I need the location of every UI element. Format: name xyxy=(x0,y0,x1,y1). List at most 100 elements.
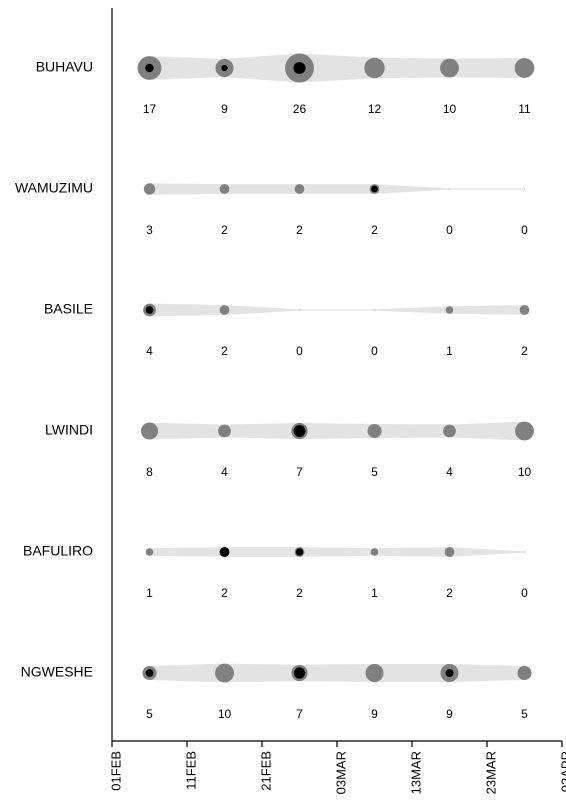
band-segment xyxy=(300,547,375,557)
x-tick-label: 02APR xyxy=(558,751,566,792)
data-label: 4 xyxy=(221,465,228,479)
band-segment xyxy=(300,423,375,439)
data-label: 1 xyxy=(371,586,378,600)
row-label: BAFULIRO xyxy=(23,543,93,559)
bubble-point xyxy=(374,309,375,310)
band-segment xyxy=(225,305,300,315)
band-segment xyxy=(375,58,450,78)
bubble-point xyxy=(141,422,158,439)
bubble-point xyxy=(446,306,454,314)
data-label: 5 xyxy=(521,707,528,721)
bubble-point xyxy=(144,183,155,194)
bubble-inner-dot xyxy=(220,547,230,557)
data-label: 0 xyxy=(521,223,528,237)
bubble-point xyxy=(440,59,459,78)
bubble-point xyxy=(364,58,384,78)
data-label: 1 xyxy=(446,344,453,358)
band-segment xyxy=(450,58,525,78)
bubble-point xyxy=(367,424,381,438)
bubble-inner-dot xyxy=(294,667,305,678)
data-label: 0 xyxy=(371,344,378,358)
row-label: WAMUZIMU xyxy=(15,180,93,196)
bands-layer xyxy=(150,54,525,683)
data-label: 2 xyxy=(221,586,228,600)
x-tick-label: 03MAR xyxy=(333,751,348,794)
band-segment xyxy=(150,304,225,317)
data-label: 7 xyxy=(296,465,303,479)
band-segment xyxy=(375,184,450,194)
bubble-point xyxy=(146,548,154,556)
band-segment xyxy=(450,188,525,189)
data-label: 2 xyxy=(521,344,528,358)
band-segment xyxy=(450,547,525,557)
bubble-point xyxy=(443,425,456,438)
bubble-point xyxy=(220,184,230,194)
x-tick-label: 01FEB xyxy=(108,751,123,791)
band-segment xyxy=(150,664,225,683)
bubble-inner-dot xyxy=(371,186,378,193)
band-segment xyxy=(225,547,300,557)
bubble-inner-dot xyxy=(445,669,453,677)
bubble-inner-dot xyxy=(294,62,306,74)
data-label: 26 xyxy=(293,102,307,116)
bubble-point xyxy=(218,425,231,438)
band-segment xyxy=(300,309,375,310)
x-tick-label: 23MAR xyxy=(483,751,498,794)
data-label: 11 xyxy=(518,102,531,116)
bubble-point xyxy=(220,305,230,315)
data-label: 8 xyxy=(146,465,153,479)
data-label: 10 xyxy=(518,465,532,479)
data-label: 2 xyxy=(371,223,378,237)
data-label: 2 xyxy=(221,223,228,237)
bubble-point xyxy=(215,664,234,683)
row-label: LWINDI xyxy=(45,422,93,438)
x-tick-label: 21FEB xyxy=(258,751,273,791)
bubble-point xyxy=(299,309,300,310)
band-segment xyxy=(375,306,450,314)
band-segment xyxy=(225,423,300,439)
bubble-point xyxy=(371,548,379,556)
data-label: 3 xyxy=(146,223,153,237)
data-label: 2 xyxy=(221,344,228,358)
x-tick-label: 11FEB xyxy=(183,751,198,790)
data-label: 10 xyxy=(443,102,457,116)
band-segment xyxy=(300,664,375,682)
bubble-point xyxy=(445,547,455,557)
band-segment xyxy=(225,184,300,194)
band-segment xyxy=(225,664,300,683)
row-label: NGWESHE xyxy=(21,664,93,680)
band-segment xyxy=(375,547,450,557)
bubble-point xyxy=(524,188,525,189)
bubble-point xyxy=(520,305,530,315)
data-label: 0 xyxy=(446,223,453,237)
bubble-point xyxy=(524,551,525,552)
data-label: 5 xyxy=(146,707,153,721)
bubble-point xyxy=(449,188,450,189)
bubble-inner-dot xyxy=(296,548,303,555)
bubble-inner-dot xyxy=(146,669,154,677)
data-label: 9 xyxy=(371,707,378,721)
bubble-point xyxy=(515,58,535,78)
data-label: 9 xyxy=(221,102,228,116)
band-segment xyxy=(150,183,225,194)
data-label: 2 xyxy=(296,223,303,237)
band-segment xyxy=(150,547,225,557)
data-label: 10 xyxy=(218,707,232,721)
band-segment xyxy=(375,424,450,438)
band-segment xyxy=(450,664,525,682)
band-segment xyxy=(450,305,525,315)
data-label: 12 xyxy=(368,102,382,116)
data-label: 4 xyxy=(146,344,153,358)
data-label: 7 xyxy=(296,707,303,721)
bubble-point xyxy=(515,422,534,441)
bubble-inner-dot xyxy=(294,425,306,437)
bubble-point xyxy=(295,184,305,194)
data-label: 9 xyxy=(446,707,453,721)
data-label: 0 xyxy=(521,586,528,600)
bubbles-layer xyxy=(138,54,535,683)
row-label: BUHAVU xyxy=(36,59,93,75)
band-segment xyxy=(150,422,225,439)
row-label: BASILE xyxy=(44,301,93,317)
data-label: 5 xyxy=(371,465,378,479)
